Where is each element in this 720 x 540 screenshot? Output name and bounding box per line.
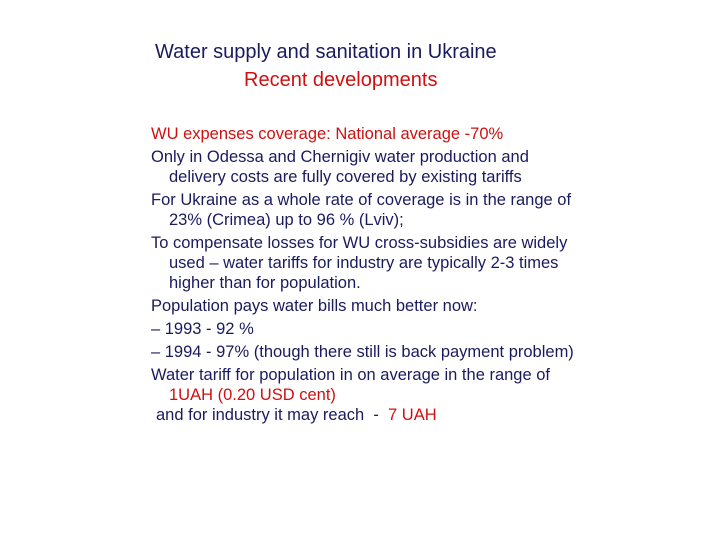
title-main: Water supply and sanitation in Ukraine [155,41,497,63]
population-pays-line: Population pays water bills much better … [151,297,478,315]
ukraine-coverage-line-cont: 23% (Crimea) up to 96 % (Lviv); [169,211,404,229]
cross-subsidies-line-cont1: used – water tariffs for industry are ty… [169,254,559,272]
odessa-line: Only in Odessa and Chernigiv water produ… [151,148,529,166]
tariff-line-cont: 1UAH (0.20 USD cent) [169,386,336,404]
tariff-line: Water tariff for population in on averag… [151,366,550,384]
industry-text: and for industry it may reach - [156,406,389,424]
cross-subsidies-line: To compensate losses for WU cross-subsid… [151,234,568,252]
ukraine-coverage-line: For Ukraine as a whole rate of coverage … [151,191,572,209]
year-1993-line: – 1993 - 92 % [151,320,254,338]
industry-value: 7 UAH [388,406,437,424]
cross-subsidies-line-cont2: higher than for population. [169,274,361,292]
slide-body: WU expenses coverage: National average -… [151,124,711,425]
coverage-line: WU expenses coverage: National average -… [151,125,504,143]
title-subtitle: Recent developments [244,69,438,91]
odessa-line-cont: delivery costs are fully covered by exis… [169,168,522,186]
industry-line: and for industry it may reach - 7 UAH [151,405,711,425]
year-1994-line: – 1994 - 97% (though there still is back… [151,343,574,361]
